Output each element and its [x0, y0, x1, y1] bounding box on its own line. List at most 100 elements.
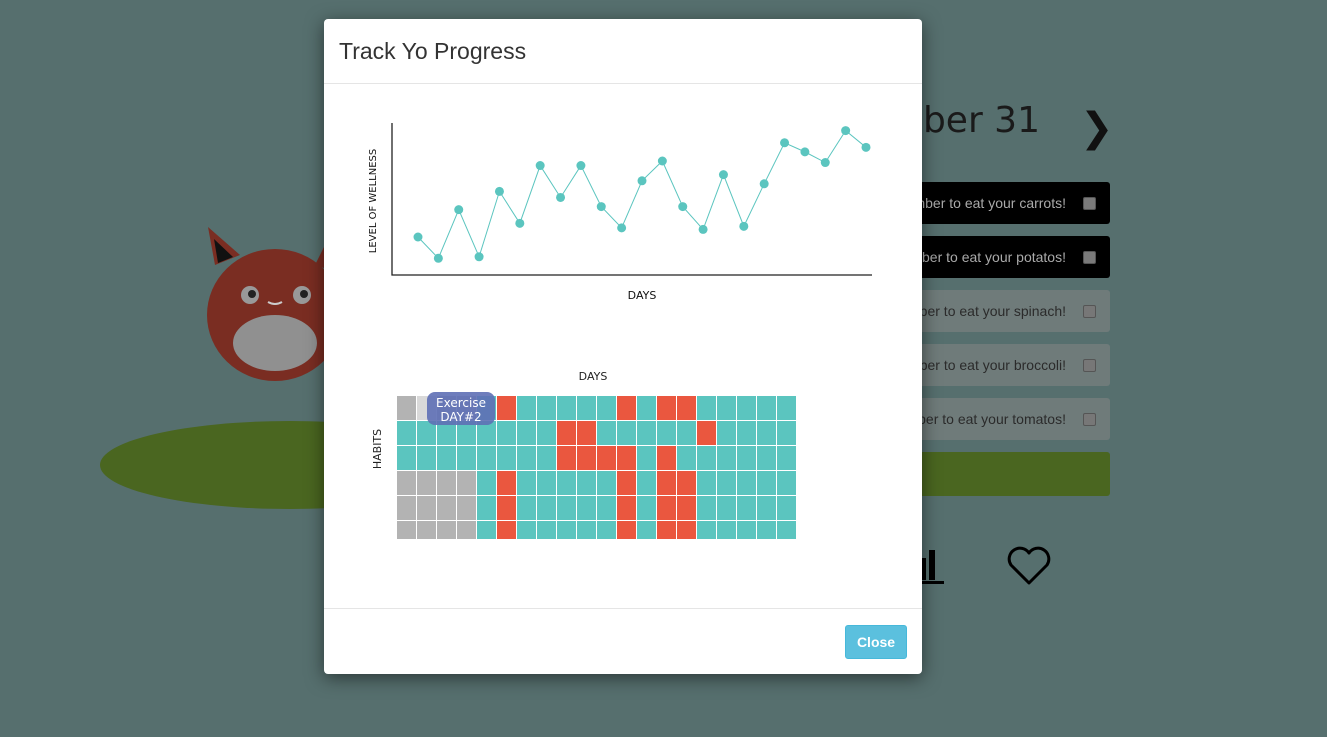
data-point [413, 232, 423, 242]
heatmap-cell [417, 521, 436, 539]
heatmap-cell [757, 446, 776, 470]
heatmap-cell [577, 421, 596, 445]
heatmap-cell [617, 471, 636, 495]
heatmap-cell [457, 521, 476, 539]
heatmap-cell [717, 396, 736, 420]
heatmap-cell [577, 521, 596, 539]
wellness-line-chart: DAYS LEVEL OF WELLNESS [368, 123, 872, 302]
heatmap-cell [657, 396, 676, 420]
heatmap-cell [657, 496, 676, 520]
data-point [678, 202, 688, 212]
heatmap-cell [717, 471, 736, 495]
heatmap-cell [497, 446, 516, 470]
data-point [759, 179, 769, 189]
heatmap-cell [677, 521, 696, 539]
heatmap-cell [417, 421, 436, 445]
heatmap-cell [517, 471, 536, 495]
y-axis-label: HABITS [371, 429, 384, 469]
mascot-ear-inner [214, 239, 233, 263]
heatmap-cell [557, 496, 576, 520]
task-checkbox[interactable] [1083, 413, 1096, 426]
heatmap-cell [777, 496, 796, 520]
heatmap-cell [457, 496, 476, 520]
heatmap-cell [617, 496, 636, 520]
heatmap-cell [597, 521, 616, 539]
heatmap-cell [417, 496, 436, 520]
heatmap-cell [537, 496, 556, 520]
close-button[interactable]: Close [845, 625, 907, 659]
heatmap-cell [777, 396, 796, 420]
heatmap-cell [757, 396, 776, 420]
heatmap-cell [597, 496, 616, 520]
x-axis-label: DAYS [579, 370, 608, 383]
heatmap-cell [597, 471, 616, 495]
heatmap-cell [697, 471, 716, 495]
heatmap-cell [397, 396, 416, 420]
modal-title: Track Yo Progress [339, 38, 527, 64]
heatmap-cell [737, 521, 756, 539]
heatmap-cell [577, 446, 596, 470]
heatmap-cell [497, 496, 516, 520]
heatmap-cell [677, 471, 696, 495]
heatmap-cell [517, 421, 536, 445]
heatmap-cell [397, 521, 416, 539]
heatmap-cell [497, 521, 516, 539]
data-point [515, 218, 525, 228]
heatmap-cell [497, 396, 516, 420]
chevron-right-icon[interactable]: ❯ [1080, 105, 1114, 151]
heatmap-cell [677, 496, 696, 520]
task-checkbox[interactable] [1083, 197, 1096, 210]
modal-header: Track Yo Progress [324, 19, 922, 84]
heatmap-cell [617, 421, 636, 445]
tooltip [427, 392, 495, 425]
mascot-mouth [267, 301, 283, 305]
heatmap-cell [717, 521, 736, 539]
heatmap-cell [637, 421, 656, 445]
heatmap-cell [677, 396, 696, 420]
heatmap-cell [597, 446, 616, 470]
heatmap-cell [637, 396, 656, 420]
heatmap-cell [397, 421, 416, 445]
data-point [576, 161, 586, 171]
heatmap-cell [697, 396, 716, 420]
x-axis-label: DAYS [628, 289, 657, 302]
heatmap-cell [737, 396, 756, 420]
heatmap-cell [737, 496, 756, 520]
task-checkbox[interactable] [1083, 251, 1096, 264]
data-point [800, 147, 810, 157]
heart-icon[interactable] [1006, 545, 1052, 587]
heatmap-cell [737, 471, 756, 495]
task-checkbox[interactable] [1083, 359, 1096, 372]
heatmap-cell [597, 421, 616, 445]
heatmap-cell [557, 446, 576, 470]
heatmap-cell [557, 471, 576, 495]
data-point [841, 126, 851, 136]
series-line [417, 129, 867, 260]
task-checkbox[interactable] [1083, 305, 1096, 318]
data-point [718, 170, 728, 180]
heatmap-cell [637, 496, 656, 520]
heatmap-cell [757, 471, 776, 495]
heatmap-cell [637, 521, 656, 539]
heatmap-cell [397, 496, 416, 520]
heatmap-cell [457, 421, 476, 445]
heatmap-cell [557, 396, 576, 420]
mascot-ear-left [208, 227, 240, 265]
heatmap-cell [537, 396, 556, 420]
heatmap-cell [457, 446, 476, 470]
data-point [820, 158, 830, 168]
data-point [433, 253, 443, 263]
heatmap-cell [577, 471, 596, 495]
heatmap-cell [437, 446, 456, 470]
heatmap-cell [617, 446, 636, 470]
heatmap-cell [777, 421, 796, 445]
heatmap-cell [757, 496, 776, 520]
heatmap-cell [777, 521, 796, 539]
heatmap-cell [537, 446, 556, 470]
heatmap-cell [457, 471, 476, 495]
heatmap-cell [737, 421, 756, 445]
tooltip-line1: Exercise [436, 396, 486, 410]
heatmap-cell [517, 521, 536, 539]
heatmap-cell [757, 521, 776, 539]
heatmap-cell [617, 396, 636, 420]
